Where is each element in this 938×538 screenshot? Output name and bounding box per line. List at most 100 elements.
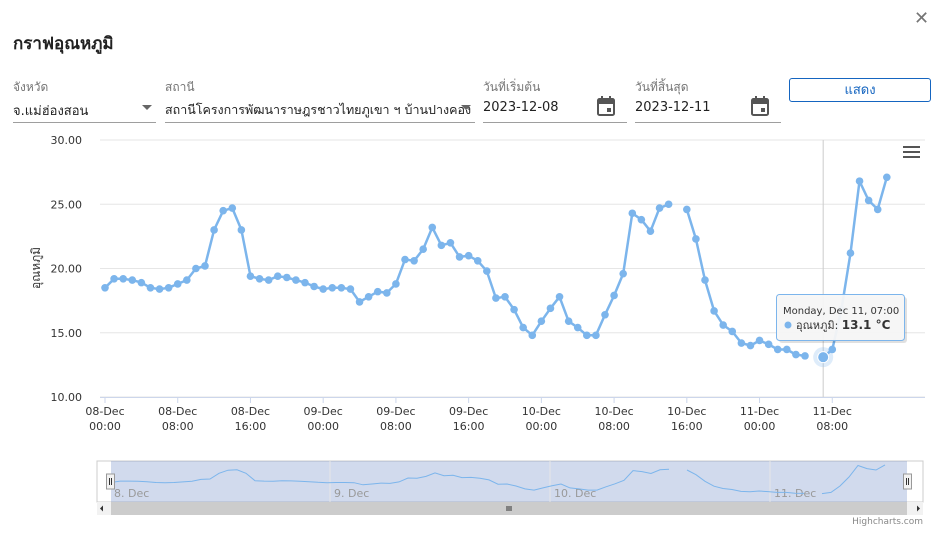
data-point[interactable] xyxy=(473,256,482,265)
start-date-field[interactable]: วันที่เริ่มต้น 2023-12-08 xyxy=(483,76,627,123)
data-point[interactable] xyxy=(446,239,455,247)
data-point[interactable] xyxy=(519,323,527,332)
data-point[interactable] xyxy=(628,209,637,218)
data-point[interactable] xyxy=(728,327,737,336)
data-point[interactable] xyxy=(373,287,382,296)
scrollbar-track[interactable] xyxy=(97,502,923,515)
navigator-handle-right[interactable] xyxy=(903,473,912,490)
data-point[interactable] xyxy=(564,317,573,325)
data-point[interactable] xyxy=(764,340,773,349)
data-point[interactable] xyxy=(719,321,727,329)
close-icon[interactable]: ✕ xyxy=(914,8,930,29)
data-point[interactable] xyxy=(801,352,809,360)
data-point[interactable] xyxy=(864,196,873,205)
data-point[interactable] xyxy=(410,256,418,265)
data-point[interactable] xyxy=(873,205,882,214)
data-point[interactable] xyxy=(610,291,618,300)
scrollbar-thumb[interactable] xyxy=(111,502,907,515)
data-point[interactable] xyxy=(701,276,709,284)
data-point[interactable] xyxy=(355,298,364,306)
data-point[interactable] xyxy=(119,274,127,283)
data-point[interactable] xyxy=(137,278,146,287)
data-point[interactable] xyxy=(101,283,109,292)
data-point[interactable] xyxy=(583,331,591,340)
navigator-handle-left[interactable] xyxy=(106,473,115,490)
data-point[interactable] xyxy=(846,249,855,257)
credits[interactable]: Highcharts.com xyxy=(852,517,923,527)
data-point[interactable] xyxy=(155,285,164,293)
data-point[interactable] xyxy=(828,345,837,354)
data-point[interactable] xyxy=(655,204,664,212)
data-point[interactable] xyxy=(273,272,282,281)
data-point[interactable] xyxy=(183,276,191,284)
data-point[interactable] xyxy=(546,304,555,313)
data-point[interactable] xyxy=(819,353,827,361)
data-point[interactable] xyxy=(710,307,718,315)
data-point[interactable] xyxy=(492,294,500,302)
data-point[interactable] xyxy=(746,341,755,350)
data-point[interactable] xyxy=(419,245,427,254)
data-point[interactable] xyxy=(319,285,327,293)
data-point[interactable] xyxy=(346,285,355,293)
data-point[interactable] xyxy=(192,264,200,273)
data-point[interactable] xyxy=(501,292,509,301)
data-point[interactable] xyxy=(619,269,627,278)
show-button[interactable]: แสดง xyxy=(789,78,931,102)
calendar-icon[interactable] xyxy=(597,96,615,116)
data-point[interactable] xyxy=(164,283,173,292)
data-point[interactable] xyxy=(392,280,400,288)
data-point[interactable] xyxy=(337,283,346,292)
data-point[interactable] xyxy=(837,305,846,314)
data-point[interactable] xyxy=(110,274,118,283)
data-point[interactable] xyxy=(737,339,746,347)
data-point[interactable] xyxy=(146,283,155,292)
data-point[interactable] xyxy=(210,226,218,234)
data-point[interactable] xyxy=(664,200,673,209)
data-point[interactable] xyxy=(573,323,582,332)
data-point[interactable] xyxy=(528,331,537,340)
station-select[interactable]: สถานี สถานีโครงการพัฒนาราษฎรชาวไทยภูเขา … xyxy=(165,76,475,123)
data-point[interactable] xyxy=(246,272,255,281)
data-point[interactable] xyxy=(264,276,273,284)
scroll-right-icon[interactable] xyxy=(917,505,920,512)
calendar-icon[interactable] xyxy=(751,96,769,116)
data-point[interactable] xyxy=(483,267,491,275)
data-point[interactable] xyxy=(128,276,137,284)
data-point[interactable] xyxy=(383,289,391,297)
data-point[interactable] xyxy=(173,280,182,288)
province-select[interactable]: จังหวัด จ.แม่ฮ่องสอน xyxy=(13,76,156,123)
scroll-left-icon[interactable] xyxy=(100,505,103,512)
menu-icon[interactable] xyxy=(903,146,920,158)
data-point[interactable] xyxy=(301,278,309,287)
data-point[interactable] xyxy=(637,215,646,224)
hover-point[interactable] xyxy=(817,351,830,364)
data-point[interactable] xyxy=(455,253,464,261)
data-point[interactable] xyxy=(783,345,791,354)
data-point[interactable] xyxy=(855,177,864,185)
data-point[interactable] xyxy=(228,204,237,212)
data-point[interactable] xyxy=(201,262,209,270)
data-point[interactable] xyxy=(692,235,700,243)
data-point[interactable] xyxy=(601,310,609,319)
data-point[interactable] xyxy=(428,223,437,232)
data-point[interactable] xyxy=(510,305,518,314)
data-point[interactable] xyxy=(283,273,291,282)
data-point[interactable] xyxy=(437,241,446,250)
data-point[interactable] xyxy=(255,274,264,283)
navigator-mask[interactable] xyxy=(111,461,907,502)
data-point[interactable] xyxy=(883,173,891,182)
data-point[interactable] xyxy=(592,331,600,340)
data-point[interactable] xyxy=(237,226,246,234)
data-point[interactable] xyxy=(555,292,564,301)
data-point[interactable] xyxy=(328,283,337,292)
data-point[interactable] xyxy=(401,255,409,264)
data-point[interactable] xyxy=(683,205,691,214)
data-point[interactable] xyxy=(464,251,473,260)
data-point[interactable] xyxy=(364,292,373,301)
end-date-field[interactable]: วันที่สิ้นสุด 2023-12-11 xyxy=(635,76,781,123)
data-point[interactable] xyxy=(219,206,227,215)
data-point[interactable] xyxy=(792,350,800,359)
data-point[interactable] xyxy=(537,317,546,325)
data-point[interactable] xyxy=(646,227,655,236)
data-point[interactable] xyxy=(292,276,300,284)
